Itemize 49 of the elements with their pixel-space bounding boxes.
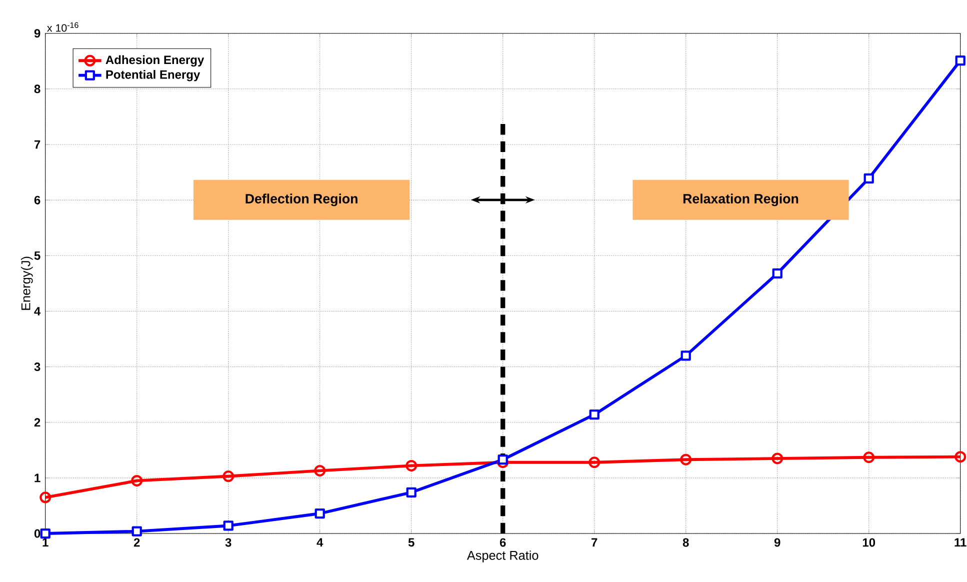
point — [588, 456, 600, 468]
legend-label: Potential Energy — [106, 70, 200, 82]
point — [864, 174, 874, 184]
x-tick-label: 8 — [682, 538, 689, 547]
x-tick-label: 9 — [774, 538, 780, 547]
y-tick-label: 4 — [34, 307, 41, 316]
point — [772, 452, 784, 464]
legend-label: Adhesion Energy — [106, 56, 204, 67]
x-tick-label: 7 — [592, 538, 598, 547]
x-tick-label: 10 — [862, 538, 876, 547]
y-tick-label: 1 — [34, 474, 40, 482]
y-tick-label: 5 — [34, 252, 40, 260]
point — [589, 410, 600, 420]
x-tick-label: 6 — [500, 538, 506, 547]
point — [863, 452, 875, 464]
y-tick-label: 9 — [34, 29, 40, 38]
point — [680, 454, 692, 466]
y-tick-label: 7 — [34, 140, 40, 149]
text: x 10$^{-16}$ — [47, 22, 78, 32]
x-tick-label: 11 — [954, 538, 966, 547]
x-tick-label: 4 — [316, 538, 324, 547]
point — [222, 470, 234, 482]
y-tick-label: 8 — [34, 84, 40, 94]
point — [132, 526, 142, 537]
x-axis-title: Aspect Ratio — [466, 550, 538, 563]
point — [680, 350, 691, 361]
annotation: Deflection Region — [246, 194, 358, 206]
annotation: Relaxation Region — [683, 194, 798, 206]
point — [406, 460, 418, 472]
point — [40, 528, 50, 539]
point — [954, 451, 966, 463]
y-tick-label: 6 — [34, 196, 40, 205]
point — [314, 465, 326, 477]
point — [314, 508, 325, 519]
point — [772, 268, 782, 279]
y-tick-label: 2 — [34, 418, 40, 427]
y-axis-title: Energy(J) — [20, 257, 33, 310]
point — [40, 492, 52, 504]
point — [223, 520, 234, 532]
point — [955, 56, 966, 66]
x-tick-label: 5 — [408, 538, 414, 547]
y-tick-label: 0 — [34, 529, 40, 538]
x-tick-label: 2 — [134, 538, 140, 547]
point — [406, 488, 416, 498]
x-tick-label: 1 — [42, 538, 48, 547]
x-tick-label: 3 — [225, 538, 232, 547]
point — [498, 454, 508, 465]
y-tick-label: 3 — [34, 362, 40, 372]
point — [131, 475, 143, 487]
